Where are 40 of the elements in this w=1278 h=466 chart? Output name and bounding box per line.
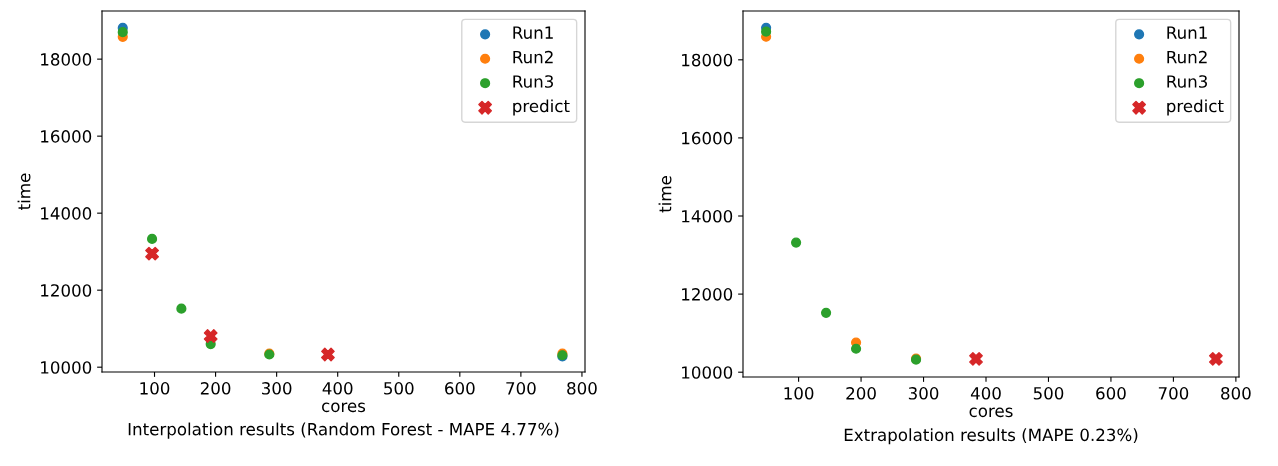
legend-label: predict [1167, 99, 1224, 116]
x-tick-label: 300 [262, 382, 292, 395]
legend-label: Run2 [1167, 50, 1207, 64]
y-tick-label: 14000 [41, 207, 92, 220]
x-tick-label: 300 [908, 387, 939, 400]
legend-label: Run2 [513, 50, 553, 64]
x-tick-label: 500 [384, 382, 414, 395]
y-tick-label: 10000 [41, 361, 92, 374]
y-tick-label: 16000 [682, 131, 733, 145]
y-tick-label: 18000 [41, 53, 92, 66]
y-tick-label: 10000 [682, 366, 733, 379]
y-tick-label: 14000 [682, 209, 733, 223]
text: Extrapolation results (MAPE 0.23%) [844, 428, 1138, 445]
legend-label: Run1 [513, 26, 553, 39]
x-tick-label: 200 [200, 382, 231, 395]
x-tick-label: 600 [1096, 387, 1126, 400]
x-tick-label: 400 [970, 387, 1001, 400]
x-tick-label: 400 [322, 382, 353, 395]
x-tick-label: 500 [1033, 387, 1064, 400]
x-tick-label: 700 [1158, 387, 1189, 400]
x-tick-label: 100 [784, 387, 814, 400]
legend-label: predict [513, 99, 570, 116]
y-axis-title: time [17, 173, 31, 210]
legend-label: Run3 [1167, 75, 1207, 88]
y-tick-label: 12000 [682, 288, 733, 301]
x-tick-label: 600 [445, 382, 475, 395]
y-axis-title: time [658, 176, 672, 213]
legend-label: Run3 [513, 75, 553, 88]
x-tick-label: 700 [506, 382, 536, 395]
text: Interpolation results (Random Forest - MAPE 4.77%) [128, 422, 559, 439]
y-tick-label: 18000 [682, 53, 733, 67]
x-tick-label: 800 [1221, 387, 1251, 400]
x-tick-label: 100 [140, 382, 170, 395]
x-tick-label: 800 [567, 382, 597, 395]
y-tick-label: 12000 [41, 284, 92, 297]
x-axis-title: cores [969, 407, 1013, 418]
legend-label: Run1 [1167, 26, 1207, 39]
y-tick-label: 16000 [41, 130, 92, 143]
x-tick-label: 200 [846, 387, 876, 400]
x-axis-title: cores [322, 402, 366, 413]
